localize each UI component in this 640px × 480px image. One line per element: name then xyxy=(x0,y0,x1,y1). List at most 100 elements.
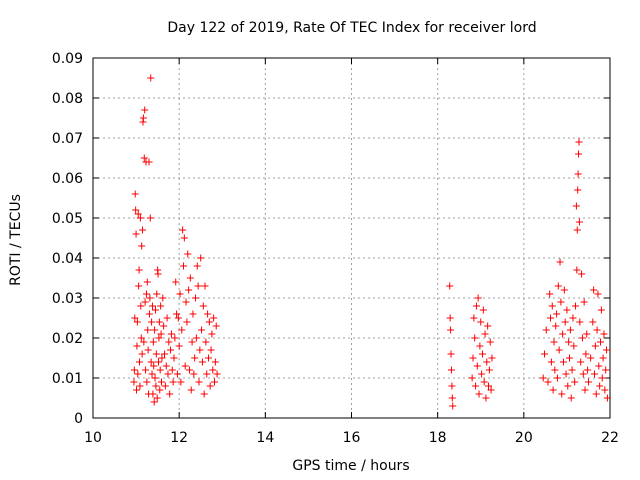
data-point-marker xyxy=(575,138,583,146)
data-point-marker xyxy=(550,338,558,346)
data-point-marker xyxy=(478,350,486,358)
data-point-marker xyxy=(575,150,583,158)
data-point-marker xyxy=(174,314,182,322)
data-point-marker xyxy=(151,374,159,382)
data-point-marker xyxy=(186,366,194,374)
data-point-marker xyxy=(599,354,607,362)
data-point-marker xyxy=(130,378,138,386)
data-point-marker xyxy=(165,338,173,346)
data-point-marker xyxy=(211,358,219,366)
data-point-marker xyxy=(176,290,184,298)
data-point-marker xyxy=(544,378,552,386)
data-point-marker xyxy=(198,358,206,366)
data-point-marker xyxy=(204,310,212,318)
data-point-marker xyxy=(156,366,164,374)
data-point-marker xyxy=(547,358,555,366)
data-point-marker xyxy=(448,382,456,390)
data-point-marker xyxy=(562,370,570,378)
data-point-marker xyxy=(167,346,175,354)
data-point-marker xyxy=(159,294,167,302)
data-point-marker xyxy=(143,278,151,286)
data-point-marker xyxy=(158,378,166,386)
data-point-marker xyxy=(547,314,555,322)
data-point-marker xyxy=(560,286,568,294)
data-point-marker xyxy=(198,326,206,334)
data-point-marker xyxy=(181,362,189,370)
data-point-marker xyxy=(485,366,493,374)
data-point-marker xyxy=(561,318,569,326)
data-point-marker xyxy=(195,378,203,386)
data-point-marker xyxy=(206,382,214,390)
data-point-marker xyxy=(146,214,154,222)
data-point-marker xyxy=(573,266,581,274)
data-point-marker xyxy=(213,370,221,378)
data-point-marker xyxy=(572,302,580,310)
data-point-marker xyxy=(469,354,477,362)
data-point-marker xyxy=(132,206,140,214)
data-point-marker xyxy=(564,382,572,390)
data-point-marker xyxy=(212,322,220,330)
data-point-marker xyxy=(183,318,191,326)
data-point-marker xyxy=(479,306,487,314)
data-point-marker xyxy=(147,74,155,82)
data-point-marker xyxy=(158,354,166,362)
data-point-marker xyxy=(554,282,562,290)
data-point-marker xyxy=(476,342,484,350)
data-point-marker xyxy=(134,210,142,218)
data-point-marker xyxy=(167,330,175,338)
data-point-marker xyxy=(578,334,586,342)
data-point-marker xyxy=(478,370,486,378)
data-point-marker xyxy=(204,354,212,362)
data-point-marker xyxy=(542,326,550,334)
data-point-marker xyxy=(143,378,151,386)
data-point-marker xyxy=(447,326,455,334)
data-point-marker xyxy=(594,290,602,298)
data-point-marker xyxy=(584,378,592,386)
data-point-marker xyxy=(154,270,162,278)
data-point-marker xyxy=(139,114,147,122)
data-point-marker xyxy=(138,242,146,250)
data-point-marker xyxy=(185,286,193,294)
data-point-marker xyxy=(145,310,153,318)
data-point-marker xyxy=(137,334,145,342)
data-point-marker xyxy=(154,358,162,366)
data-point-marker xyxy=(553,374,561,382)
data-point-marker xyxy=(587,354,595,362)
data-point-marker xyxy=(574,186,582,194)
data-point-marker xyxy=(566,326,574,334)
data-point-marker xyxy=(597,338,605,346)
data-point-marker xyxy=(136,358,144,366)
data-point-marker xyxy=(468,374,476,382)
data-point-marker xyxy=(477,318,485,326)
data-point-marker xyxy=(572,202,580,210)
data-point-marker xyxy=(153,394,161,402)
data-point-marker xyxy=(171,334,179,342)
data-point-marker xyxy=(178,326,186,334)
data-point-marker xyxy=(150,398,158,406)
data-point-marker xyxy=(199,302,207,310)
data-point-marker xyxy=(150,362,158,370)
data-point-marker xyxy=(133,386,141,394)
data-point-marker xyxy=(208,330,216,338)
data-point-marker xyxy=(481,330,489,338)
data-point-marker xyxy=(161,382,169,390)
data-point-marker xyxy=(140,154,148,162)
data-point-marker xyxy=(470,314,478,322)
y-tick-label: 0.07 xyxy=(52,131,83,147)
data-point-marker xyxy=(603,346,611,354)
data-point-marker xyxy=(549,386,557,394)
data-point-marker xyxy=(546,290,554,298)
data-point-marker xyxy=(132,230,140,238)
data-point-marker xyxy=(166,390,174,398)
y-tick-label: 0.06 xyxy=(52,171,83,187)
data-point-marker xyxy=(575,218,583,226)
data-point-marker xyxy=(148,370,156,378)
data-point-marker xyxy=(179,226,187,234)
data-point-marker xyxy=(488,354,496,362)
data-point-marker xyxy=(603,394,611,402)
data-point-marker xyxy=(139,226,147,234)
data-point-marker xyxy=(161,350,169,358)
data-point-marker xyxy=(553,310,561,318)
data-point-marker xyxy=(486,338,494,346)
data-point-marker xyxy=(483,358,491,366)
